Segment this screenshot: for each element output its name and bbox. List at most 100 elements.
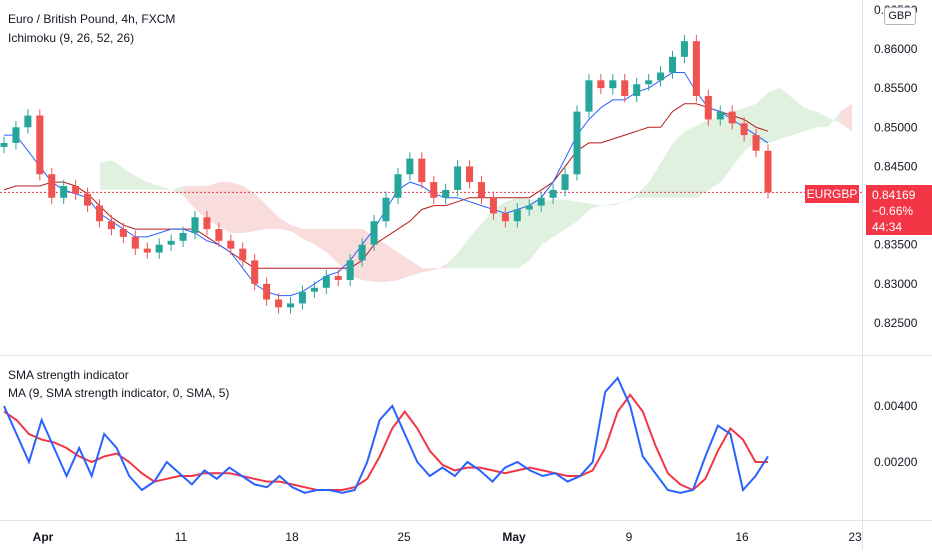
cloud-segment [482,209,494,269]
candle-body [585,80,593,112]
candle-body [668,56,677,73]
cloud-segment [219,182,232,233]
candle-body [477,182,486,198]
cloud-segment [816,111,829,128]
cloud-segment [302,229,315,245]
candle-body [12,127,20,143]
cloud-segment [828,111,841,128]
cloud-segment [470,223,482,269]
candle-body [48,174,56,198]
candle-body [764,150,772,193]
price-tick-label: 0.86000 [874,42,918,56]
lower-panel-title[interactable]: SMA strength indicator [8,368,129,382]
cloud-segment [410,260,423,277]
candle-body [119,229,127,237]
cloud-segment [195,186,208,220]
candle-body [191,217,199,233]
strength-ma-line [3,393,768,492]
candle-body [370,221,378,245]
symbol-tag: EURGBP [805,185,859,203]
candle-body [406,158,414,175]
cloud-segment [577,201,590,222]
candle-body [95,205,104,222]
candle-body [203,217,211,230]
candle-body [573,111,581,175]
cloud-segment [529,199,542,261]
candle-body [418,158,426,183]
candle-body [609,80,617,89]
candle-body [382,197,390,222]
candle-body [36,115,44,175]
candle-body [621,80,629,96]
candle-body [561,174,569,190]
cloud-segment [255,193,268,232]
candle-body [24,115,32,128]
candle-body [442,189,450,198]
lower-panel-subtitle[interactable]: MA (9, SMA strength indicator, 0, SMA, 5… [8,386,230,400]
candle-body [286,303,295,308]
cloud-segment [720,111,733,183]
candle-body [430,182,438,198]
candle-body [704,95,712,120]
cloud-segment [374,236,387,282]
candle-body [298,291,306,304]
candle-body [310,287,318,292]
cloud-segment [565,199,578,230]
ichimoku-legend[interactable]: Ichimoku (9, 26, 52, 26) [8,31,135,45]
cloud-segment [147,182,160,190]
candle-body [752,135,760,151]
cloud-segment [768,88,781,143]
cloud-segment [386,244,399,282]
price-tick-label: 0.83500 [874,238,918,252]
time-tick-label: 18 [285,530,299,544]
cloud-segment [780,88,793,140]
cloud-segment [135,176,148,190]
cloud-segment [541,199,554,245]
price-tick-label: 0.83000 [874,277,918,291]
strength-line [3,376,769,494]
cloud-segment [458,236,471,269]
candle-body [263,283,271,300]
time-tick-label: 25 [397,530,411,544]
price-tag: 0.84169 −0.66% 44:34 [866,185,932,235]
cloud-segment [637,182,650,198]
candle-body [60,186,68,198]
cloud-segment [625,193,638,202]
candle-body [633,84,641,96]
candle-body [692,41,700,96]
chart-title: Euro / British Pound, 4h, FXCM [8,12,176,26]
cloud-segment [708,117,721,190]
candle-body [107,221,115,230]
candle-body [167,240,175,245]
candle-body [72,186,80,194]
kijun-line [3,103,769,269]
candle-body [358,244,366,261]
price-tag-value: 0.84169 [872,188,916,202]
cloud-segment [100,160,112,190]
time-tick-label: 11 [175,530,188,544]
currency-badge[interactable]: GBP [884,7,916,25]
price-tick-label: 0.85000 [874,120,918,134]
cloud-segment [613,201,626,206]
cloud-segment [696,119,709,198]
candle-body [657,72,665,81]
cloud-segment [446,252,459,269]
candle-body [501,213,509,222]
cloud-segment [326,229,339,265]
candle-body [454,166,462,190]
candle-body [525,205,533,210]
candle-body [597,80,605,89]
cloud-segment [673,131,685,198]
candle-body [131,236,139,249]
cloud-segment [207,182,220,228]
candle-body [680,41,688,57]
cloud-segment [231,182,244,233]
cloud-segment [601,203,614,206]
candle-body [251,260,259,284]
candle-body [155,244,163,253]
time-tick-label: 16 [735,530,749,544]
